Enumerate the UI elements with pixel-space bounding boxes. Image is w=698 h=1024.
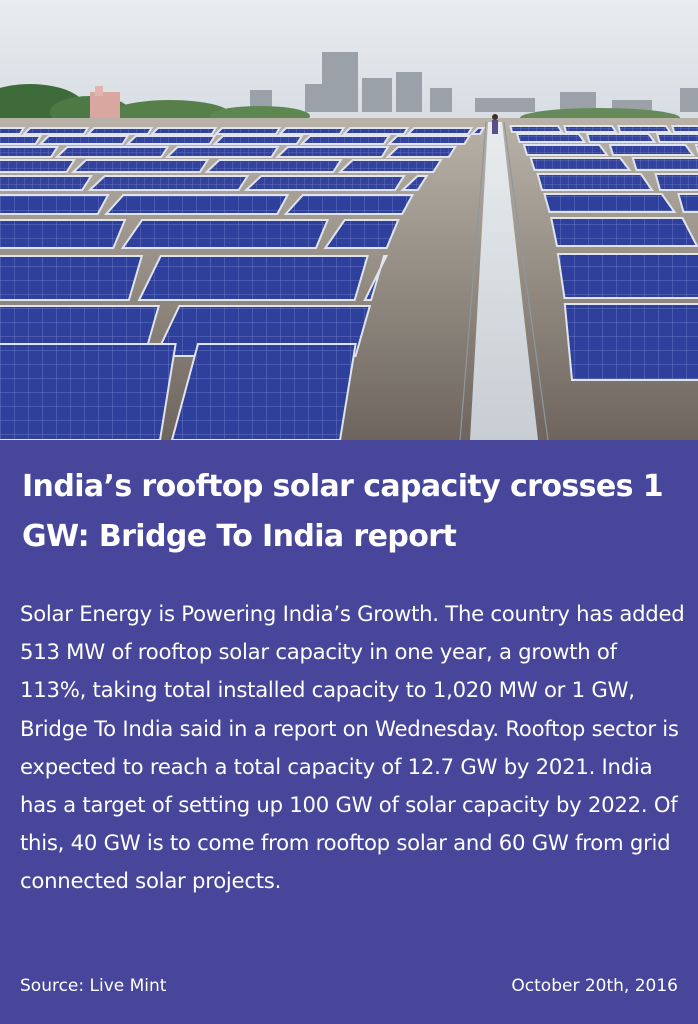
headline: India’s rooftop solar capacity crosses 1… bbox=[22, 469, 664, 554]
solar-panel bbox=[54, 146, 170, 158]
solar-panel bbox=[277, 127, 346, 135]
solar-panel bbox=[283, 194, 415, 215]
solar-panel bbox=[543, 193, 677, 213]
walkway-rails bbox=[459, 121, 549, 440]
solar-panel bbox=[137, 255, 369, 301]
solar-panel bbox=[243, 175, 406, 191]
solar-panel bbox=[87, 175, 250, 191]
solar-panel bbox=[70, 159, 210, 173]
solar-panel bbox=[341, 127, 410, 135]
solar-panel bbox=[549, 217, 698, 247]
solar-panel bbox=[400, 175, 429, 191]
solar-panel bbox=[21, 127, 90, 135]
worker-figure bbox=[492, 114, 498, 134]
source-credit: Source: Live Mint bbox=[20, 976, 167, 996]
solar-panel bbox=[37, 135, 130, 145]
solar-panel bbox=[529, 157, 632, 171]
walkway bbox=[470, 122, 538, 440]
solar-panel bbox=[677, 193, 698, 213]
solar-panel bbox=[0, 127, 26, 135]
solar-panel bbox=[363, 255, 389, 301]
solar-panel bbox=[125, 135, 217, 145]
solar-panel bbox=[671, 125, 698, 133]
solar-panel bbox=[0, 194, 110, 215]
solar-panel bbox=[103, 194, 290, 215]
city-skyline bbox=[250, 52, 698, 112]
solar-panel bbox=[0, 175, 93, 191]
solar-panel bbox=[0, 135, 43, 145]
solar-panel bbox=[0, 159, 77, 173]
solar-panel bbox=[204, 159, 343, 173]
solar-panel bbox=[563, 125, 618, 133]
solar-panel bbox=[213, 127, 282, 135]
solar-panel bbox=[509, 125, 564, 133]
solar-panel bbox=[585, 133, 657, 143]
news-card: India’s rooftop solar capacity crosses 1… bbox=[0, 440, 698, 1024]
rooftop-solar-photo bbox=[0, 0, 698, 440]
solar-panel bbox=[385, 146, 457, 158]
solar-panel bbox=[85, 127, 154, 135]
left-panel-rows bbox=[0, 127, 486, 440]
solar-panel bbox=[299, 135, 391, 145]
solar-panel bbox=[323, 219, 400, 249]
solar-panel bbox=[469, 127, 486, 135]
solar-panel bbox=[386, 135, 472, 145]
publish-date: October 20th, 2016 bbox=[511, 976, 678, 996]
solar-panel bbox=[149, 127, 218, 135]
solar-panel bbox=[654, 173, 698, 191]
solar-panel bbox=[608, 144, 695, 156]
solar-panel bbox=[120, 219, 330, 249]
solar-panel bbox=[274, 146, 390, 158]
solar-panel bbox=[556, 253, 698, 299]
solar-panel bbox=[563, 303, 698, 381]
solar-panel bbox=[0, 343, 177, 440]
solar-panel bbox=[0, 255, 144, 301]
solar-panel bbox=[337, 159, 443, 173]
solar-panel bbox=[617, 125, 672, 133]
solar-panel bbox=[170, 343, 357, 440]
article-body: Solar Energy is Powering India’s Growth.… bbox=[20, 601, 685, 894]
solar-panel bbox=[655, 133, 698, 143]
solar-panel bbox=[0, 146, 60, 158]
solar-panel bbox=[536, 173, 654, 191]
solar-panel bbox=[522, 144, 609, 156]
solar-panel bbox=[515, 133, 587, 143]
solar-panel bbox=[0, 219, 127, 249]
solar-panel bbox=[631, 157, 698, 171]
solar-panel bbox=[212, 135, 304, 145]
solar-panel bbox=[164, 146, 280, 158]
solar-panel bbox=[405, 127, 474, 135]
card-footer: Source: Live Mint October 20th, 2016 bbox=[20, 976, 678, 1002]
right-panel-rows bbox=[509, 125, 698, 381]
solar-panels-illustration bbox=[0, 0, 698, 440]
